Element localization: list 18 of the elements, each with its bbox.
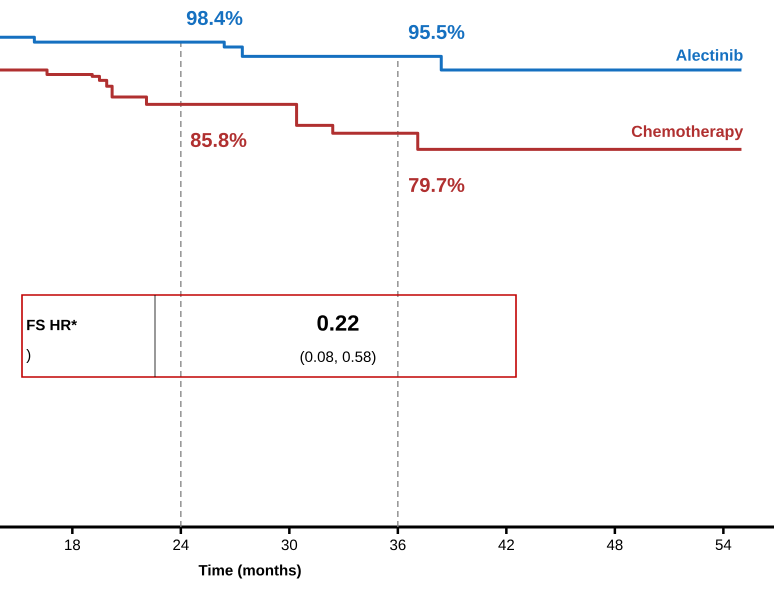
x-tick-label: 18: [65, 540, 80, 550]
annotation: 79.7%: [409, 178, 464, 192]
series-label: Alectinib: [676, 49, 743, 61]
annotation: 95.5%: [408, 24, 464, 40]
x-tick-label: 36: [390, 540, 406, 550]
text: 98.4%: [186, 10, 242, 26]
x-tick-label: 30: [282, 540, 298, 550]
annotation: 85.8%: [190, 132, 246, 148]
annotation: 0.22: [317, 315, 359, 331]
annotation: ): [26, 349, 30, 363]
series-label: Chemotherapy: [632, 125, 744, 140]
x-tick-label: 48: [606, 540, 623, 550]
annotation: FS HR*: [27, 320, 78, 330]
x-tick-label: 54: [716, 540, 732, 550]
x-axis-title: Time (months): [198, 564, 301, 579]
x-tick-label: 42: [498, 540, 514, 550]
annotation: (0.08, 0.58): [300, 351, 376, 365]
x-tick-label: 24: [173, 540, 189, 550]
